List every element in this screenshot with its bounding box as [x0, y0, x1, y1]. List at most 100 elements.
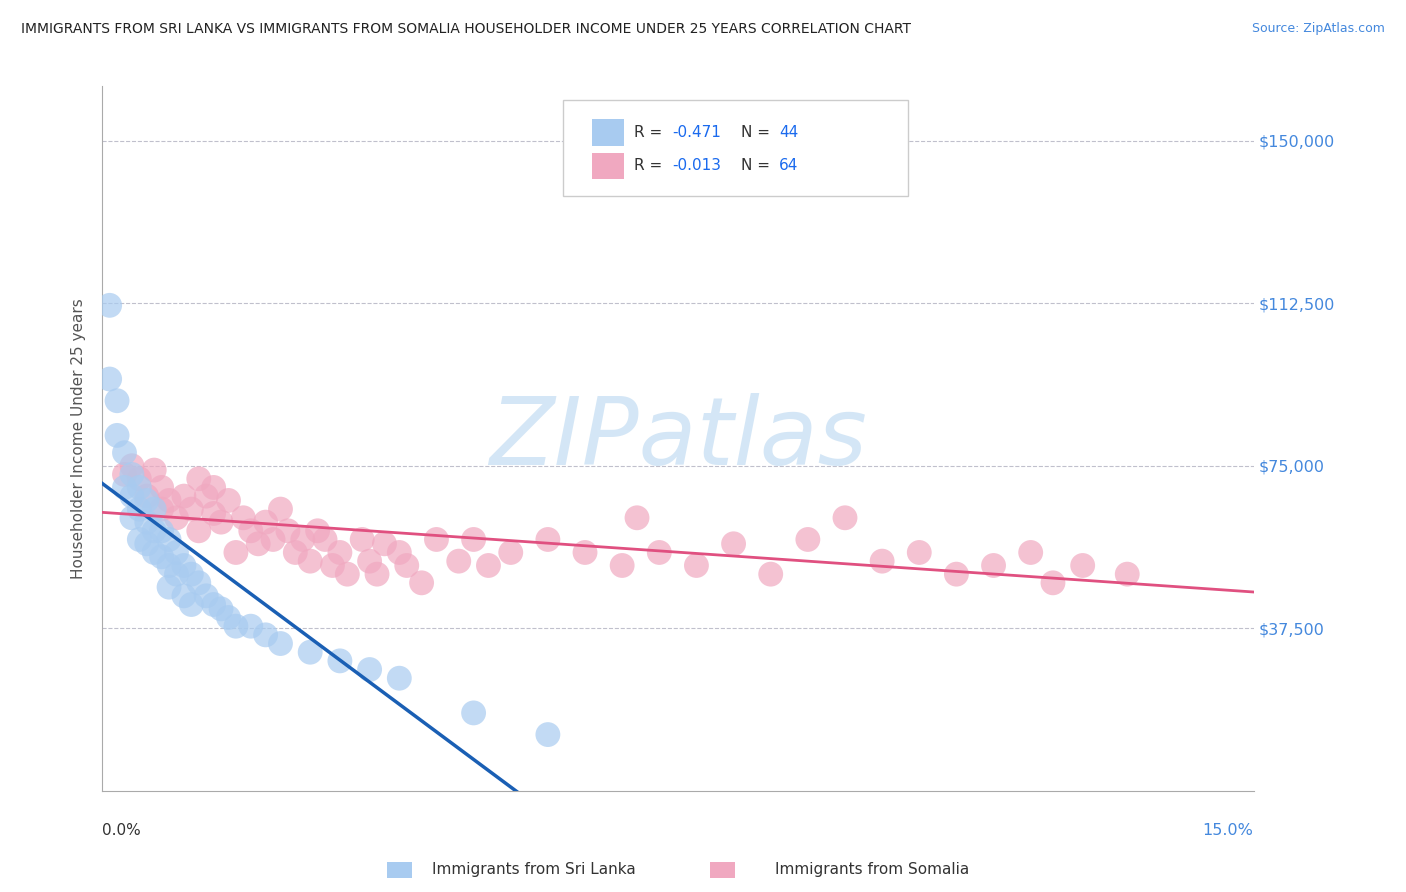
- Point: [388, 545, 411, 559]
- Point: [291, 533, 314, 547]
- Text: R =: R =: [634, 159, 668, 173]
- Point: [239, 524, 262, 538]
- Point: [352, 533, 374, 547]
- Point: [329, 654, 352, 668]
- Point: [135, 489, 157, 503]
- Point: [128, 472, 150, 486]
- Point: [388, 671, 411, 685]
- Y-axis label: Householder Income Under 25 years: Householder Income Under 25 years: [72, 298, 86, 579]
- Point: [143, 463, 166, 477]
- Point: [157, 493, 180, 508]
- Text: N =: N =: [741, 126, 775, 140]
- Point: [648, 545, 671, 559]
- Point: [359, 554, 381, 568]
- Point: [121, 489, 143, 503]
- Point: [447, 554, 470, 568]
- Point: [269, 502, 291, 516]
- Point: [239, 619, 262, 633]
- Point: [121, 510, 143, 524]
- Point: [945, 567, 967, 582]
- Point: [225, 545, 247, 559]
- Point: [366, 567, 388, 582]
- Point: [128, 502, 150, 516]
- Point: [284, 545, 307, 559]
- Text: Immigrants from Sri Lanka: Immigrants from Sri Lanka: [433, 863, 636, 877]
- Point: [143, 524, 166, 538]
- Point: [537, 728, 560, 742]
- Point: [128, 533, 150, 547]
- Point: [373, 537, 395, 551]
- Point: [1071, 558, 1094, 573]
- Point: [157, 580, 180, 594]
- Point: [626, 510, 648, 524]
- Text: IMMIGRANTS FROM SRI LANKA VS IMMIGRANTS FROM SOMALIA HOUSEHOLDER INCOME UNDER 25: IMMIGRANTS FROM SRI LANKA VS IMMIGRANTS …: [21, 22, 911, 37]
- Point: [218, 610, 240, 624]
- Point: [209, 602, 232, 616]
- Point: [187, 472, 209, 486]
- Text: R =: R =: [634, 126, 668, 140]
- Point: [128, 480, 150, 494]
- Text: N =: N =: [741, 159, 775, 173]
- Point: [121, 467, 143, 482]
- Point: [114, 467, 136, 482]
- Point: [173, 489, 195, 503]
- Point: [150, 502, 173, 516]
- Point: [195, 489, 218, 503]
- Point: [114, 446, 136, 460]
- Point: [187, 524, 209, 538]
- Text: 15.0%: 15.0%: [1202, 822, 1254, 838]
- Text: -0.471: -0.471: [672, 126, 721, 140]
- Point: [180, 598, 202, 612]
- Point: [870, 554, 893, 568]
- Point: [247, 537, 270, 551]
- Point: [166, 545, 188, 559]
- Point: [232, 510, 254, 524]
- Point: [336, 567, 359, 582]
- Point: [537, 533, 560, 547]
- Text: 44: 44: [779, 126, 799, 140]
- Point: [157, 558, 180, 573]
- Point: [143, 502, 166, 516]
- Point: [135, 493, 157, 508]
- Text: Source: ZipAtlas.com: Source: ZipAtlas.com: [1251, 22, 1385, 36]
- Point: [983, 558, 1005, 573]
- Point: [834, 510, 856, 524]
- Point: [98, 372, 121, 386]
- Point: [150, 524, 173, 538]
- Text: -0.013: -0.013: [672, 159, 721, 173]
- Point: [463, 706, 485, 720]
- Point: [202, 598, 225, 612]
- Point: [187, 575, 209, 590]
- Point: [612, 558, 634, 573]
- Text: 0.0%: 0.0%: [103, 822, 141, 838]
- Point: [114, 480, 136, 494]
- Point: [314, 533, 336, 547]
- Point: [797, 533, 820, 547]
- Text: 64: 64: [779, 159, 799, 173]
- Point: [173, 558, 195, 573]
- Point: [105, 393, 128, 408]
- Point: [574, 545, 596, 559]
- Point: [254, 515, 277, 529]
- Point: [143, 545, 166, 559]
- Point: [202, 480, 225, 494]
- Point: [135, 515, 157, 529]
- Point: [723, 537, 745, 551]
- Point: [359, 663, 381, 677]
- Point: [299, 645, 322, 659]
- Point: [425, 533, 447, 547]
- Point: [463, 533, 485, 547]
- Point: [1116, 567, 1139, 582]
- Point: [209, 515, 232, 529]
- Point: [173, 589, 195, 603]
- Point: [277, 524, 299, 538]
- FancyBboxPatch shape: [562, 101, 908, 195]
- Point: [477, 558, 499, 573]
- Point: [121, 458, 143, 473]
- Point: [299, 554, 322, 568]
- Point: [98, 298, 121, 312]
- Point: [329, 545, 352, 559]
- Text: Immigrants from Somalia: Immigrants from Somalia: [775, 863, 969, 877]
- Point: [105, 428, 128, 442]
- Point: [254, 628, 277, 642]
